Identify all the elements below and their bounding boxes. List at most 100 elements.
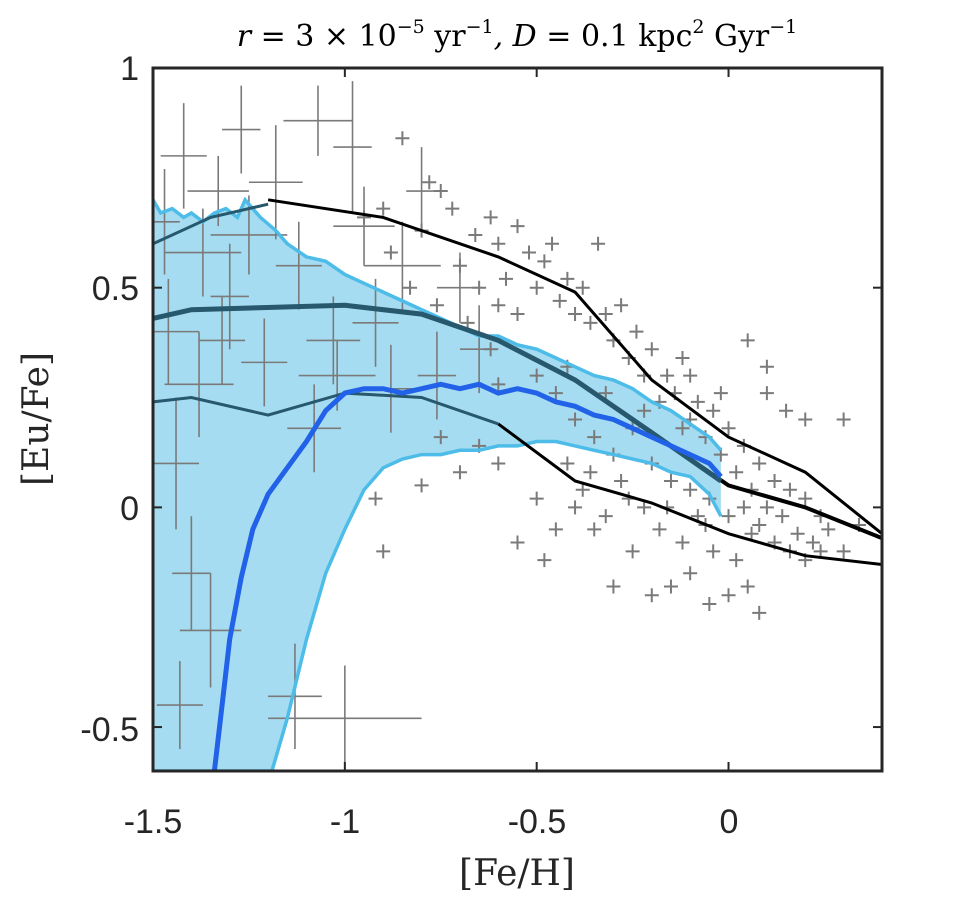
y-tick-label: 0.5 [92,270,139,308]
observed-trend-line [267,198,882,535]
plus-marker [560,456,575,471]
errorbar-point [417,331,457,420]
plus-marker [790,526,805,541]
plus-marker [752,456,767,471]
plus-marker [759,500,774,515]
plus-marker [376,544,391,559]
plot-area [153,81,882,771]
errorbar-point [222,85,261,174]
plus-marker [357,210,372,225]
errorbar-point [153,278,200,385]
chart-title: r = 3 × 10−5 yr−1, D = 0.1 kpc2 Gyr−1 [237,16,798,54]
plus-marker [483,210,498,225]
plus-marker [637,500,652,515]
plus-marker [836,412,851,427]
plus-marker [644,342,659,357]
errorbar-point [283,85,353,156]
plus-marker [690,394,705,409]
plus-marker [706,403,721,418]
plus-marker [422,175,437,190]
plus-marker [583,465,598,480]
plus-marker [587,522,602,537]
plus-marker [767,474,782,489]
plus-marker [383,245,398,260]
plus-marker [598,386,613,401]
title-eq2: = 0.1 kpc [537,19,693,54]
errorbar-point [172,516,211,631]
plus-marker [675,350,690,365]
plus-marker [529,368,544,383]
errorbar-point [275,221,322,310]
plus-marker [729,553,744,568]
errorbar-point [248,125,303,240]
plus-marker [644,588,659,603]
plus-marker [445,201,460,216]
plus-marker [775,509,790,524]
plus-marker [376,201,391,216]
plus-marker [429,298,444,313]
plus-marker [568,307,583,322]
errorbar-point [306,296,361,385]
plus-marker [637,403,652,418]
plus-marker [452,465,467,480]
plus-marker [368,491,383,506]
plus-marker [713,386,728,401]
plus-marker [821,522,836,537]
plus-marker [652,522,667,537]
plus-marker [683,566,698,581]
title-exp2: −1 [466,16,494,38]
plus-marker [537,553,552,568]
title-exp1: −5 [397,16,425,38]
plus-marker [560,271,575,286]
plus-marker [759,386,774,401]
plus-marker [583,315,598,330]
plus-marker [568,500,583,515]
plus-marker [452,258,467,273]
plus-marker [614,298,629,313]
plus-marker [706,544,721,559]
plus-marker [403,280,418,295]
plus-marker [805,535,820,550]
plus-marker [759,359,774,374]
errorbar-point [268,665,422,771]
plus-marker [433,430,448,445]
x-axis-label: [Fe/H] [459,853,575,894]
axes-frame [151,66,884,773]
plus-marker [552,293,567,308]
plus-marker [675,535,690,550]
plus-marker [522,245,537,260]
plus-marker [491,377,506,392]
y-tick-label: -0.5 [80,711,139,749]
plus-marker [736,500,751,515]
band-upper-edge [153,196,723,452]
plus-marker [721,509,736,524]
errorbar-point [406,147,437,235]
title-r: r [237,19,253,54]
plus-marker [663,474,678,489]
title-d: , D [494,19,537,54]
plus-marker [629,324,644,339]
errorbar-point [333,81,372,213]
plus-marker [663,579,678,594]
plus-marker [575,280,590,295]
plus-marker [498,271,513,286]
errorbar-point [352,278,399,367]
title-exp4: −1 [769,16,797,38]
plus-marker [752,605,767,620]
x-tick-label: -0.5 [508,803,567,841]
plus-marker [472,280,487,295]
plus-marker [468,227,483,242]
plus-marker [483,342,498,357]
plus-marker [529,491,544,506]
plus-marker [510,219,525,234]
plus-marker [798,412,813,427]
plus-marker [414,478,429,493]
plus-marker [744,526,759,541]
plus-marker [433,184,448,199]
plus-marker [491,236,506,251]
plus-marker [491,298,506,313]
plus-marker [548,522,563,537]
plus-marker [625,544,640,559]
y-tick-label: 1 [120,50,139,88]
